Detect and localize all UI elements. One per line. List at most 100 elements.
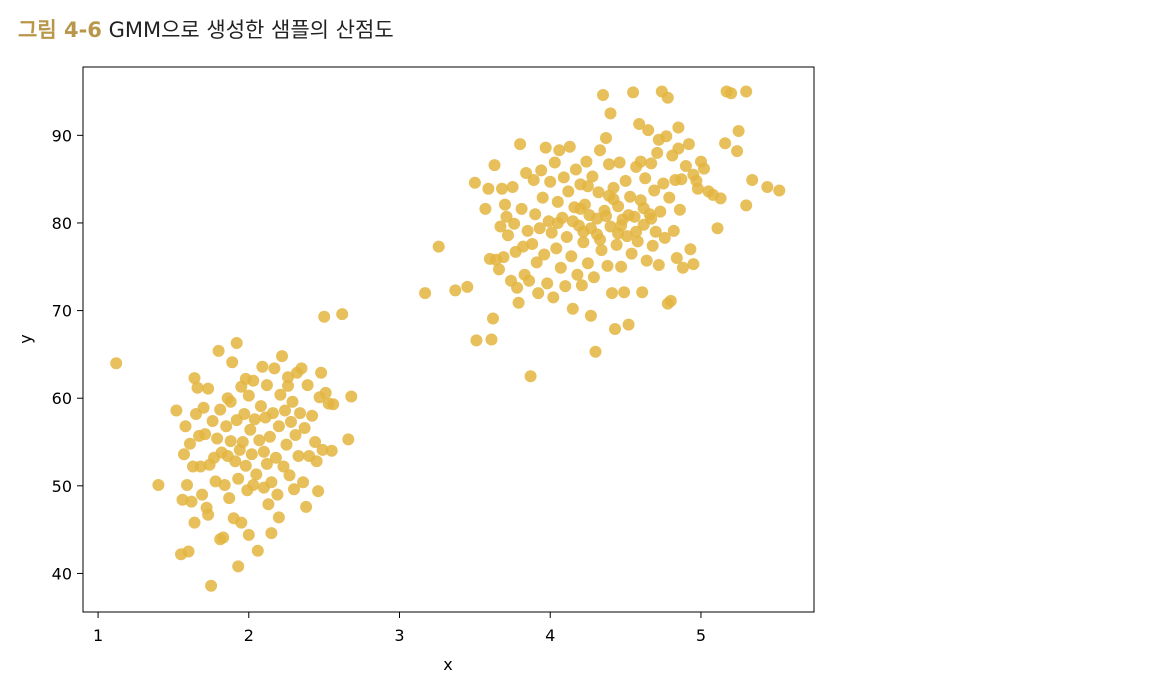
data-point bbox=[581, 180, 594, 193]
data-point bbox=[336, 308, 349, 321]
data-point bbox=[658, 231, 671, 244]
data-point bbox=[600, 210, 612, 222]
data-point bbox=[468, 176, 481, 189]
data-point bbox=[732, 125, 745, 137]
data-point bbox=[185, 495, 198, 508]
data-point bbox=[648, 184, 661, 197]
data-point bbox=[679, 160, 692, 172]
data-point bbox=[244, 423, 257, 436]
data-point bbox=[719, 137, 732, 150]
figure-caption: 그림 4-6 GMM으로 생성한 샘플의 산점도 bbox=[18, 16, 394, 44]
data-point bbox=[289, 429, 302, 441]
data-point bbox=[542, 215, 555, 228]
data-point bbox=[672, 142, 685, 155]
data-point bbox=[587, 271, 600, 284]
data-point bbox=[202, 382, 215, 395]
plot-frame bbox=[82, 66, 815, 613]
y-tick-label: 60 bbox=[52, 389, 72, 408]
data-point bbox=[622, 209, 635, 222]
data-point bbox=[532, 287, 545, 300]
data-point bbox=[242, 528, 255, 541]
data-point bbox=[512, 296, 525, 309]
data-point bbox=[262, 498, 275, 511]
data-point bbox=[327, 398, 340, 411]
data-point bbox=[500, 210, 513, 223]
data-point bbox=[575, 279, 588, 292]
data-point bbox=[670, 252, 683, 264]
data-point bbox=[646, 239, 659, 252]
data-point bbox=[250, 468, 263, 481]
y-tick-label: 90 bbox=[52, 126, 72, 145]
data-point bbox=[600, 132, 612, 144]
data-point bbox=[342, 433, 355, 446]
data-point bbox=[271, 488, 284, 501]
data-point bbox=[548, 156, 561, 169]
data-point bbox=[577, 225, 590, 238]
data-point bbox=[533, 222, 546, 235]
data-point bbox=[182, 545, 195, 558]
data-point bbox=[499, 198, 511, 211]
x-axis-label: x bbox=[443, 655, 452, 674]
data-point bbox=[214, 403, 227, 416]
data-point bbox=[283, 469, 296, 482]
data-point bbox=[432, 240, 445, 253]
data-point bbox=[312, 485, 325, 498]
data-point bbox=[551, 195, 564, 208]
data-point bbox=[663, 191, 676, 204]
data-point bbox=[230, 337, 243, 349]
data-point bbox=[345, 390, 358, 403]
data-point bbox=[514, 138, 527, 151]
data-point bbox=[482, 182, 495, 195]
data-point bbox=[603, 189, 615, 202]
data-point bbox=[580, 155, 593, 168]
data-point bbox=[597, 89, 609, 101]
x-tick-label: 4 bbox=[545, 626, 555, 645]
data-point bbox=[315, 366, 328, 379]
data-point bbox=[508, 217, 521, 230]
data-point bbox=[672, 121, 685, 134]
data-point bbox=[630, 225, 643, 238]
data-point bbox=[277, 460, 290, 473]
data-point bbox=[761, 181, 774, 193]
x-tick-label: 3 bbox=[394, 626, 404, 645]
data-point bbox=[247, 479, 260, 491]
data-point bbox=[295, 362, 308, 375]
data-point bbox=[502, 229, 514, 242]
data-point bbox=[589, 345, 602, 358]
x-axis: 1 2 3 4 5 bbox=[93, 612, 706, 645]
data-point bbox=[170, 404, 183, 417]
data-point bbox=[470, 334, 483, 347]
data-point bbox=[110, 357, 123, 370]
data-point bbox=[604, 220, 617, 233]
data-point bbox=[191, 381, 204, 394]
data-point bbox=[178, 448, 190, 461]
data-point bbox=[571, 268, 584, 281]
data-point bbox=[563, 140, 576, 153]
data-point bbox=[226, 356, 239, 369]
data-point bbox=[636, 286, 649, 299]
data-point bbox=[691, 182, 704, 195]
data-point bbox=[547, 291, 560, 304]
data-point bbox=[676, 261, 689, 274]
data-point bbox=[294, 407, 306, 420]
data-point bbox=[419, 287, 432, 300]
data-point bbox=[268, 362, 281, 375]
data-point bbox=[515, 202, 528, 215]
data-point bbox=[506, 181, 519, 193]
data-point bbox=[592, 186, 605, 199]
data-point bbox=[449, 284, 462, 297]
data-point bbox=[526, 238, 539, 250]
data-point bbox=[545, 226, 558, 239]
data-point bbox=[292, 450, 305, 462]
data-point bbox=[687, 168, 700, 181]
data-point bbox=[606, 287, 618, 300]
data-point bbox=[260, 379, 273, 392]
data-point bbox=[645, 157, 658, 170]
data-point bbox=[251, 544, 264, 557]
data-point bbox=[206, 415, 219, 427]
data-point bbox=[645, 212, 658, 225]
data-point bbox=[675, 173, 688, 186]
data-point bbox=[651, 146, 664, 159]
data-point bbox=[181, 479, 193, 491]
